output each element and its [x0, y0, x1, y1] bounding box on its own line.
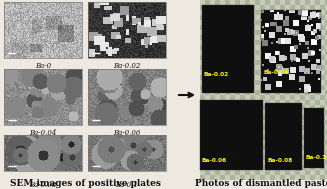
Text: Ba-0.08: Ba-0.08	[29, 181, 57, 189]
Bar	[261, 10, 321, 93]
Bar	[4, 69, 82, 125]
Text: Ba-0.04: Ba-0.04	[29, 129, 57, 137]
Bar	[304, 108, 324, 168]
Bar	[88, 2, 166, 58]
Text: Ba-0.04: Ba-0.04	[263, 70, 288, 75]
Text: Ba-0.1: Ba-0.1	[115, 181, 138, 189]
Text: Ba-0: Ba-0	[35, 62, 51, 70]
Text: Ba-0.08: Ba-0.08	[267, 158, 292, 163]
Bar	[88, 69, 166, 125]
Text: Ba-0.1: Ba-0.1	[305, 155, 326, 160]
Text: SEM images of positive plates: SEM images of positive plates	[9, 179, 161, 188]
Text: Photos of dismantled paste: Photos of dismantled paste	[195, 179, 327, 188]
Bar	[265, 103, 302, 170]
Text: Ba-0.06: Ba-0.06	[202, 158, 227, 163]
Bar	[88, 135, 166, 171]
Text: Ba-0.02: Ba-0.02	[113, 62, 141, 70]
Text: Ba-0.02: Ba-0.02	[204, 72, 229, 77]
Text: Ba-0.06: Ba-0.06	[113, 129, 141, 137]
Bar	[202, 5, 254, 93]
Bar	[4, 135, 82, 171]
Bar	[200, 100, 263, 170]
Bar	[4, 2, 82, 58]
